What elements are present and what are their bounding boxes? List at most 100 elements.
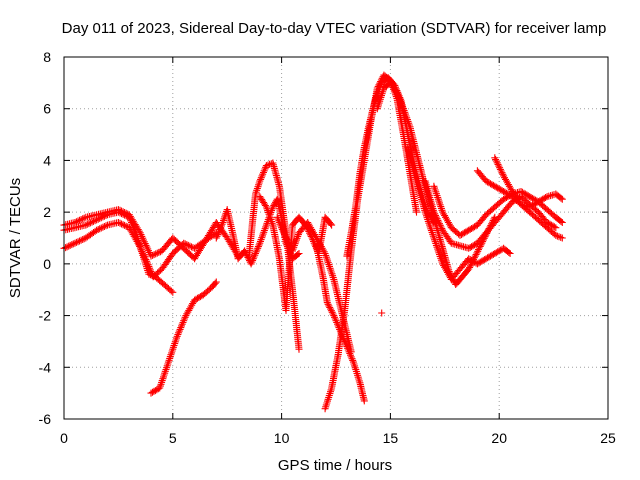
data-point [72, 218, 80, 226]
data-point [88, 218, 96, 226]
data-point [484, 178, 492, 186]
data-point [476, 258, 484, 266]
data-point [196, 293, 204, 301]
data-point [539, 195, 547, 203]
data-point [534, 198, 542, 206]
tick-layer: 0 5 10 15 20 25 -6 -4 -2 0 2 4 6 8 [39, 49, 616, 446]
data-point [558, 234, 566, 242]
data-point [558, 195, 566, 203]
data-point [152, 250, 160, 258]
data-point [542, 194, 550, 201]
data-point [147, 252, 155, 260]
data-point [430, 208, 438, 216]
data-point [102, 222, 110, 230]
data-point [213, 232, 221, 240]
series-track-13 [404, 144, 514, 283]
data-point [258, 172, 266, 180]
data-point [82, 221, 90, 229]
data-point [276, 220, 284, 228]
data-point [256, 177, 264, 185]
data-point [194, 294, 201, 302]
data-point [71, 219, 79, 226]
data-point [331, 315, 339, 323]
data-point [491, 154, 499, 162]
data-point [473, 249, 481, 257]
data-point [180, 315, 188, 323]
data-point [500, 195, 508, 203]
data-point [139, 249, 147, 257]
data-point [494, 248, 502, 256]
plot-frame [63, 56, 609, 420]
data-point [278, 225, 286, 233]
data-point [244, 253, 252, 261]
data-point [283, 236, 291, 244]
data-point [99, 223, 107, 231]
y-tick-label: 6 [43, 101, 51, 117]
data-point [413, 208, 420, 216]
y-tick-label: -4 [39, 359, 52, 375]
data-point [329, 310, 337, 318]
data-point [346, 350, 354, 357]
data-point [147, 268, 155, 276]
data-point [394, 91, 402, 99]
data-point [320, 248, 328, 256]
data-point [167, 287, 175, 295]
data-point [432, 211, 439, 219]
series-track-8 [273, 213, 355, 356]
data-point [248, 258, 256, 266]
series-outlier [378, 309, 386, 317]
data-point [328, 221, 336, 229]
data-point [295, 250, 303, 257]
data-point [475, 244, 483, 252]
data-point [436, 221, 444, 229]
data-point [140, 252, 148, 260]
data-layer [60, 71, 566, 413]
y-tick-label: -6 [39, 411, 52, 427]
data-point [503, 189, 510, 197]
data-point [114, 219, 122, 226]
data-point [456, 231, 464, 239]
data-point [143, 257, 151, 265]
data-point [495, 247, 503, 255]
data-point [149, 388, 156, 396]
data-point [119, 221, 127, 229]
data-point [217, 222, 225, 230]
data-point [518, 188, 526, 196]
data-point [119, 208, 127, 216]
data-point [261, 202, 269, 209]
data-point [537, 196, 545, 204]
data-point [491, 250, 499, 257]
data-point [284, 239, 292, 247]
data-point [481, 256, 489, 263]
data-point [392, 88, 400, 96]
data-point [463, 227, 471, 235]
data-point [282, 234, 290, 242]
data-point [255, 241, 263, 249]
data-point [557, 218, 565, 225]
data-point [488, 251, 496, 259]
data-point [281, 232, 289, 240]
data-point [175, 329, 183, 337]
data-point [79, 215, 87, 223]
data-point [530, 200, 538, 208]
data-point [557, 194, 565, 202]
data-point [398, 101, 406, 109]
data-point [501, 188, 509, 196]
data-point [475, 259, 483, 267]
data-point [520, 189, 528, 197]
data-point [460, 229, 468, 237]
series-track-7 [256, 193, 336, 314]
data-point [547, 221, 555, 229]
data-point [275, 219, 283, 226]
data-point [466, 225, 474, 233]
data-point [116, 206, 124, 214]
data-point [499, 170, 507, 178]
data-point [273, 213, 281, 221]
data-point [325, 302, 333, 310]
data-point [149, 251, 157, 259]
data-point [471, 223, 478, 231]
data-point [493, 159, 501, 167]
data-point [546, 220, 554, 228]
data-point [140, 251, 147, 259]
data-point [497, 167, 505, 175]
